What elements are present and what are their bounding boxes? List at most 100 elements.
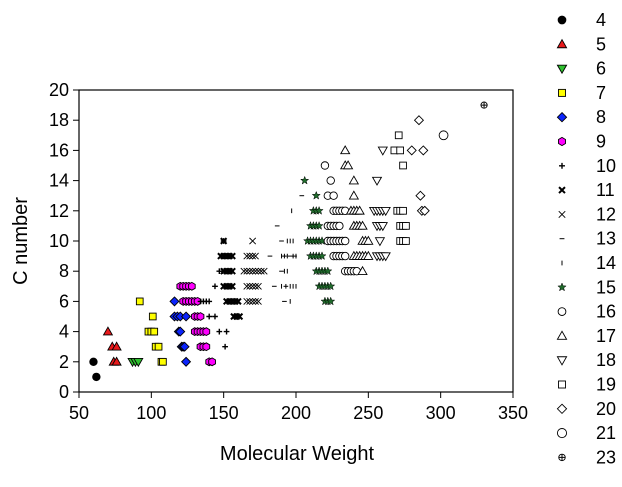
data-point <box>323 266 333 276</box>
legend-item: 12 <box>558 204 616 224</box>
data-point <box>150 327 159 336</box>
data-point <box>399 161 407 170</box>
data-point <box>159 357 167 366</box>
data-point <box>354 205 365 215</box>
y-tick-label: 20 <box>49 80 69 100</box>
y-tick-label: 2 <box>59 352 69 372</box>
data-point <box>228 282 236 290</box>
data-point <box>326 281 336 291</box>
y-tick-label: 14 <box>49 171 69 191</box>
legend-label: 8 <box>596 107 606 127</box>
y-tick-label: 16 <box>49 140 69 160</box>
data-point <box>196 312 205 321</box>
x-axis-label: Molecular Weight <box>220 443 375 465</box>
data-point <box>260 267 268 275</box>
legend-marker <box>556 330 568 340</box>
series-18 <box>368 146 391 262</box>
data-point <box>254 297 262 305</box>
legend-label: 18 <box>596 350 616 370</box>
y-tick-label: 0 <box>59 382 69 402</box>
data-point <box>257 267 265 275</box>
legend-item: 14 <box>561 253 616 273</box>
series-7 <box>135 297 167 366</box>
data-point <box>249 267 257 275</box>
legend-marker <box>558 453 566 462</box>
legend-item: 8 <box>556 107 606 127</box>
series-15 <box>300 175 336 306</box>
data-point <box>148 312 157 321</box>
data-point <box>406 145 417 156</box>
series-17 <box>339 145 374 275</box>
legend-label: 17 <box>596 326 616 346</box>
legend-label: 10 <box>596 156 616 176</box>
data-point <box>394 131 403 140</box>
legend-item: 11 <box>558 180 615 200</box>
data-point <box>418 145 429 156</box>
data-point <box>154 342 163 351</box>
data-point <box>377 222 388 232</box>
series-9 <box>176 281 216 367</box>
data-point <box>399 206 407 215</box>
legend-label: 12 <box>596 204 616 224</box>
data-point <box>374 237 386 247</box>
data-point <box>339 145 351 155</box>
x-axis: 50 100 150 200 250 300 350 <box>69 392 528 423</box>
data-point <box>314 205 324 215</box>
data-point <box>254 282 262 290</box>
data-point <box>246 297 254 305</box>
data-point <box>243 282 251 290</box>
legend-marker <box>557 282 567 292</box>
data-point <box>254 267 262 275</box>
data-point <box>240 267 248 275</box>
data-point <box>402 222 410 230</box>
data-point <box>326 296 336 306</box>
data-point <box>220 237 228 245</box>
y-tick-label: 8 <box>59 261 69 281</box>
data-point <box>216 328 223 335</box>
data-point <box>342 160 354 170</box>
legend-label: 6 <box>596 59 606 79</box>
legend-item: 23 <box>558 447 616 467</box>
legend-marker <box>556 111 568 123</box>
legend-item: 15 <box>557 277 616 297</box>
series-20 <box>406 115 430 216</box>
legend-label: 21 <box>596 423 616 443</box>
series-6 <box>127 358 144 368</box>
legend-label: 20 <box>596 399 616 419</box>
data-point <box>377 146 388 156</box>
legend-label: 16 <box>596 302 616 322</box>
y-tick-label: 18 <box>49 110 69 130</box>
data-point <box>243 252 251 260</box>
x-tick-label: 300 <box>426 403 456 423</box>
legend-marker <box>558 136 566 147</box>
legend-item: 6 <box>556 59 606 79</box>
legend-label: 5 <box>596 34 606 54</box>
data-point <box>252 267 259 275</box>
x-tick-label: 100 <box>136 403 166 423</box>
legend-item: 18 <box>556 350 616 370</box>
legend-marker <box>558 186 566 194</box>
data-point <box>480 101 488 109</box>
data-point <box>329 191 338 200</box>
data-point <box>180 356 192 367</box>
y-axis-label: C number <box>10 197 32 285</box>
data-point <box>413 115 425 126</box>
data-points <box>89 101 488 382</box>
data-point <box>92 372 101 382</box>
data-point <box>335 221 344 231</box>
legend-marker <box>557 15 567 25</box>
y-axis: 0 2 4 6 8 10 12 14 16 18 20 <box>49 80 79 402</box>
data-point <box>202 327 211 337</box>
data-point <box>234 297 242 305</box>
series-11 <box>217 237 244 321</box>
legend-label: 7 <box>596 83 606 103</box>
legend-item: 4 <box>557 10 606 30</box>
legend-marker <box>556 428 568 439</box>
series-23 <box>480 101 488 109</box>
data-point <box>363 235 374 245</box>
series-5 <box>102 326 122 366</box>
y-tick-label: 10 <box>49 231 69 251</box>
legend-item: 5 <box>556 34 606 54</box>
data-point <box>188 281 196 291</box>
legend-item: 13 <box>559 229 616 249</box>
